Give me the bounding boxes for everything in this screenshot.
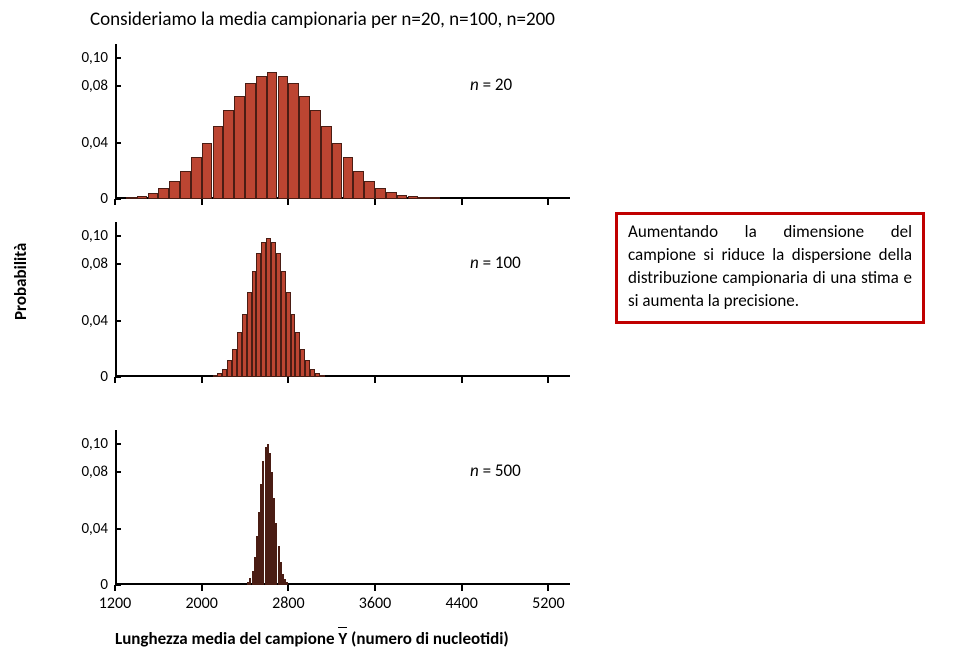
bar bbox=[397, 195, 408, 199]
ytick-label: 0 bbox=[100, 576, 108, 594]
xlabel-prefix: Lunghezza media del campione bbox=[115, 628, 338, 649]
xtick-label: 3600 bbox=[359, 594, 391, 613]
bar bbox=[343, 157, 354, 199]
xtick-mark bbox=[374, 585, 376, 591]
xtick-mark bbox=[461, 377, 463, 383]
ytick-label: 0,08 bbox=[81, 255, 108, 273]
bar bbox=[245, 83, 256, 199]
bar bbox=[256, 76, 267, 199]
bar bbox=[332, 143, 343, 199]
plot-area: n = 100 bbox=[115, 222, 570, 377]
xtick-label: 5200 bbox=[532, 594, 564, 613]
bar bbox=[386, 192, 397, 199]
ytick-label: 0,08 bbox=[81, 77, 108, 95]
bar bbox=[234, 96, 245, 199]
xtick-mark bbox=[287, 199, 289, 205]
ytick-label: 0,04 bbox=[81, 312, 108, 330]
ytick-label: 0,10 bbox=[81, 49, 108, 67]
xtick-mark bbox=[114, 199, 116, 205]
plot-area: 120020002800360044005200n = 500 bbox=[115, 430, 570, 585]
page-title: Consideriamo la media campionaria per n=… bbox=[90, 8, 555, 31]
bar bbox=[299, 96, 310, 199]
panel-n-label: n = 100 bbox=[470, 252, 521, 273]
bar bbox=[126, 197, 137, 199]
bars bbox=[115, 44, 570, 199]
xtick-mark bbox=[114, 377, 116, 383]
ytick-label: 0 bbox=[100, 368, 108, 386]
x-axis-label: Lunghezza media del campione Y (numero d… bbox=[115, 628, 509, 649]
bar bbox=[364, 181, 375, 199]
bars bbox=[115, 430, 570, 585]
annotation-text: Aumentando la dimensione del campione si… bbox=[628, 221, 912, 311]
bar bbox=[310, 110, 321, 199]
xtick-mark bbox=[547, 377, 549, 383]
bar bbox=[418, 197, 429, 199]
xtick-mark bbox=[287, 585, 289, 591]
panel-n-label: n = 20 bbox=[470, 74, 512, 95]
panel-n-label: n = 500 bbox=[470, 460, 521, 481]
ytick-label: 0,04 bbox=[81, 520, 108, 538]
ytick-label: 0,10 bbox=[81, 227, 108, 245]
bar bbox=[148, 193, 159, 199]
bar bbox=[375, 188, 386, 199]
xtick-mark bbox=[374, 377, 376, 383]
bar bbox=[158, 188, 169, 199]
ytick-label: 0,04 bbox=[81, 134, 108, 152]
xtick-mark bbox=[461, 199, 463, 205]
plot-area: n = 20 bbox=[115, 44, 570, 199]
ytick-label: 0,10 bbox=[81, 435, 108, 453]
bar bbox=[321, 126, 332, 199]
bar bbox=[408, 196, 419, 199]
panel-n20: 00,040,080,10n = 20 bbox=[70, 44, 570, 199]
bar bbox=[137, 196, 148, 199]
bar bbox=[288, 83, 299, 199]
xtick-label: 2000 bbox=[185, 594, 217, 613]
bar bbox=[223, 110, 234, 199]
bar bbox=[169, 181, 180, 199]
xtick-label: 4400 bbox=[445, 594, 477, 613]
bar bbox=[202, 143, 213, 199]
xlabel-suffix: (numero di nucleotidi) bbox=[347, 628, 509, 649]
ybar-symbol: Y bbox=[338, 628, 347, 649]
y-axis-label: Probabilità bbox=[10, 243, 31, 320]
panel-n500: 00,040,080,10120020002800360044005200n =… bbox=[70, 430, 570, 585]
xtick-label: 2800 bbox=[272, 594, 304, 613]
xtick-mark bbox=[201, 377, 203, 383]
ytick-label: 0,08 bbox=[81, 463, 108, 481]
xtick-mark bbox=[114, 585, 116, 591]
xtick-mark bbox=[201, 585, 203, 591]
xtick-mark bbox=[461, 585, 463, 591]
panel-n100: 00,040,080,10n = 100 bbox=[70, 222, 570, 377]
xtick-mark bbox=[287, 377, 289, 383]
annotation-box: Aumentando la dimensione del campione si… bbox=[615, 212, 925, 324]
xtick-mark bbox=[374, 199, 376, 205]
xtick-label: 1200 bbox=[99, 594, 131, 613]
bar bbox=[320, 375, 325, 377]
ytick-label: 0 bbox=[100, 190, 108, 208]
xtick-mark bbox=[547, 199, 549, 205]
bar bbox=[191, 157, 202, 199]
bar bbox=[429, 197, 440, 199]
xtick-mark bbox=[547, 585, 549, 591]
bar bbox=[213, 126, 224, 199]
bars bbox=[115, 222, 570, 377]
bar bbox=[267, 72, 278, 199]
bar bbox=[353, 171, 364, 199]
bar bbox=[278, 76, 289, 199]
xtick-mark bbox=[201, 199, 203, 205]
bar bbox=[180, 171, 191, 199]
